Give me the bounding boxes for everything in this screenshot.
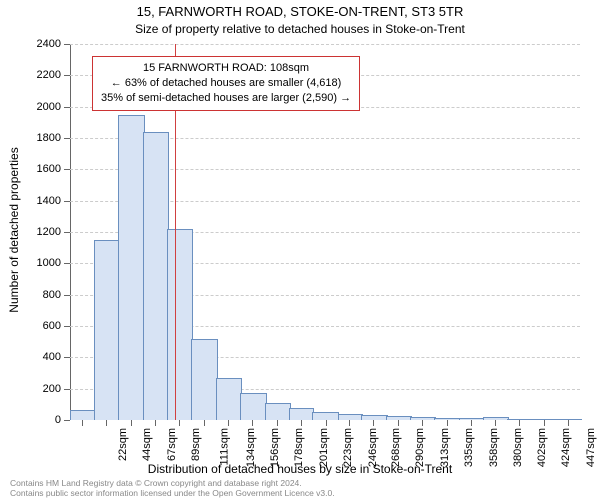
x-axis-label: Distribution of detached houses by size … xyxy=(0,462,600,476)
y-tick xyxy=(64,138,70,139)
x-tick-label: 67sqm xyxy=(166,428,178,461)
y-tick xyxy=(64,326,70,327)
x-tick xyxy=(398,420,399,426)
y-tick xyxy=(64,263,70,264)
y-axis-label: Number of detached properties xyxy=(7,147,21,312)
y-tick xyxy=(64,169,70,170)
y-tick xyxy=(64,201,70,202)
y-tick xyxy=(64,107,70,108)
footer-line-2: Contains public sector information licen… xyxy=(10,488,335,498)
y-tick-label: 1600 xyxy=(37,163,61,175)
histogram-bar xyxy=(265,403,291,420)
x-tick-label: 89sqm xyxy=(190,428,202,461)
histogram-bar xyxy=(386,416,412,420)
x-tick xyxy=(277,420,278,426)
histogram-bar xyxy=(507,419,534,420)
chart-subtitle: Size of property relative to detached ho… xyxy=(0,22,600,36)
y-tick-label: 400 xyxy=(43,351,61,363)
y-tick-label: 800 xyxy=(43,289,61,301)
histogram-bar xyxy=(118,115,145,420)
x-tick xyxy=(349,420,350,426)
y-tick-label: 200 xyxy=(43,383,61,395)
footer-line-1: Contains HM Land Registry data © Crown c… xyxy=(10,478,335,488)
histogram-bar xyxy=(216,378,242,420)
annotation-line: ← 63% of detached houses are smaller (4,… xyxy=(101,76,351,91)
histogram-bar xyxy=(143,132,169,420)
x-tick xyxy=(228,420,229,426)
plot-area: 0200400600800100012001400160018002000220… xyxy=(70,44,580,420)
histogram-bar xyxy=(94,240,120,420)
x-tick xyxy=(326,420,327,426)
x-tick-label: 44sqm xyxy=(141,428,153,461)
x-tick xyxy=(544,420,545,426)
attribution-footer: Contains HM Land Registry data © Crown c… xyxy=(10,478,335,498)
y-tick xyxy=(64,420,70,421)
x-tick xyxy=(301,420,302,426)
y-tick xyxy=(64,232,70,233)
histogram-bar xyxy=(338,414,364,420)
x-tick xyxy=(373,420,374,426)
histogram-bar xyxy=(289,408,315,420)
y-tick-label: 1200 xyxy=(37,226,61,238)
y-tick xyxy=(64,357,70,358)
histogram-bar xyxy=(361,415,388,420)
x-tick-label: 22sqm xyxy=(117,428,129,461)
x-tick xyxy=(422,420,423,426)
x-tick xyxy=(82,420,83,426)
chart-title: 15, FARNWORTH ROAD, STOKE-ON-TRENT, ST3 … xyxy=(0,4,600,19)
plot-inner: 0200400600800100012001400160018002000220… xyxy=(70,44,580,420)
y-tick-label: 600 xyxy=(43,320,61,332)
y-tick-label: 2400 xyxy=(37,38,61,50)
y-tick xyxy=(64,75,70,76)
histogram-bar xyxy=(167,229,193,420)
annotation-line: 15 FARNWORTH ROAD: 108sqm xyxy=(101,61,351,76)
x-tick xyxy=(204,420,205,426)
annotation-box: 15 FARNWORTH ROAD: 108sqm← 63% of detach… xyxy=(92,56,360,111)
histogram-bar xyxy=(410,417,436,420)
x-tick xyxy=(519,420,520,426)
y-tick xyxy=(64,44,70,45)
histogram-bar xyxy=(240,393,267,420)
histogram-bar xyxy=(483,417,509,420)
chart-container: 15, FARNWORTH ROAD, STOKE-ON-TRENT, ST3 … xyxy=(0,0,600,500)
x-tick xyxy=(568,420,569,426)
histogram-bar xyxy=(191,339,218,420)
histogram-bar xyxy=(312,412,339,420)
y-tick-label: 1000 xyxy=(37,257,61,269)
x-tick-label: 111sqm xyxy=(218,428,230,466)
x-tick xyxy=(155,420,156,426)
x-tick xyxy=(131,420,132,426)
y-tick-label: 2000 xyxy=(37,101,61,113)
y-tick-label: 0 xyxy=(55,414,61,426)
x-tick xyxy=(106,420,107,426)
x-tick xyxy=(471,420,472,426)
x-tick xyxy=(495,420,496,426)
y-tick-label: 2200 xyxy=(37,69,61,81)
gridline xyxy=(70,44,580,45)
y-tick xyxy=(64,295,70,296)
x-tick xyxy=(447,420,448,426)
y-tick-label: 1400 xyxy=(37,195,61,207)
annotation-line: 35% of semi-detached houses are larger (… xyxy=(101,91,351,106)
y-tick xyxy=(64,389,70,390)
x-tick xyxy=(179,420,180,426)
histogram-bar xyxy=(70,410,96,420)
x-tick xyxy=(252,420,253,426)
y-tick-label: 1800 xyxy=(37,132,61,144)
